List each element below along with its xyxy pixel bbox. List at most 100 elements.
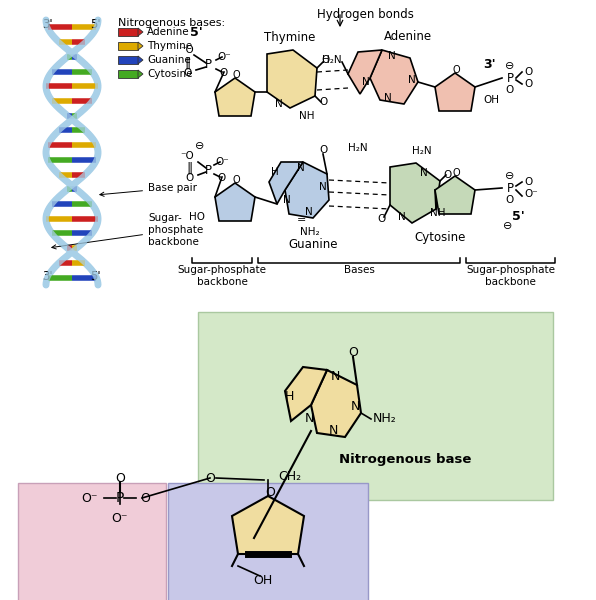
Text: Cytosine: Cytosine [414, 230, 465, 244]
Text: P: P [204, 58, 212, 71]
Polygon shape [138, 42, 143, 50]
Text: ⁻O: ⁻O [180, 151, 194, 161]
Text: O⁻: O⁻ [215, 157, 229, 167]
Bar [118, 42, 138, 50]
Polygon shape [267, 50, 317, 108]
Text: O: O [452, 168, 460, 178]
Text: 3': 3' [483, 58, 496, 71]
Text: N: N [330, 370, 340, 383]
Text: O: O [321, 55, 329, 65]
Text: N: N [388, 51, 396, 61]
Text: Adenine: Adenine [147, 27, 190, 37]
Text: P: P [507, 71, 514, 85]
Text: O: O [186, 173, 194, 183]
Text: O: O [140, 491, 150, 505]
Text: NH: NH [430, 208, 446, 218]
Text: Sugar-phosphate
backbone: Sugar-phosphate backbone [466, 265, 555, 287]
FancyBboxPatch shape [198, 312, 553, 500]
Text: P: P [507, 181, 514, 194]
Text: NH₂: NH₂ [300, 227, 320, 237]
Text: H₂N: H₂N [348, 143, 368, 153]
Text: O⁻: O⁻ [82, 491, 98, 505]
Text: O: O [506, 195, 514, 205]
FancyBboxPatch shape [18, 483, 166, 600]
Text: OH: OH [483, 95, 499, 105]
Text: ⁻O: ⁻O [180, 45, 194, 55]
Text: Thymine: Thymine [264, 31, 316, 43]
Text: O: O [319, 145, 327, 155]
Text: 5': 5' [190, 26, 203, 40]
Text: ⊖: ⊖ [505, 61, 515, 71]
Text: O: O [524, 177, 532, 187]
Text: N: N [420, 168, 428, 178]
Text: H: H [271, 167, 279, 177]
Text: 5': 5' [89, 270, 100, 283]
Text: 5': 5' [511, 209, 524, 223]
FancyBboxPatch shape [168, 483, 368, 600]
Text: Bases: Bases [343, 265, 374, 275]
Bar [118, 28, 138, 36]
Text: O: O [524, 67, 532, 77]
Text: Guanine: Guanine [147, 55, 191, 65]
Polygon shape [138, 56, 143, 64]
Text: Thymine: Thymine [147, 41, 192, 51]
Text: Base pair: Base pair [100, 183, 197, 196]
Polygon shape [311, 370, 361, 437]
Text: O: O [378, 214, 386, 224]
Polygon shape [232, 496, 304, 554]
Text: Sugar-phosphate
backbone: Sugar-phosphate backbone [178, 265, 266, 287]
Polygon shape [138, 70, 143, 78]
Text: 5': 5' [89, 18, 100, 31]
Text: Guanine: Guanine [288, 238, 338, 251]
Text: O: O [218, 173, 226, 183]
Text: 3': 3' [42, 18, 52, 31]
Text: O⁻: O⁻ [524, 189, 538, 199]
Text: P: P [116, 491, 124, 505]
Polygon shape [390, 163, 440, 223]
Text: O: O [444, 170, 452, 180]
Bar [118, 70, 138, 78]
Text: O: O [348, 346, 358, 359]
Text: O: O [265, 485, 275, 499]
Text: HO: HO [189, 212, 205, 222]
Text: ⊖: ⊖ [505, 171, 515, 181]
Polygon shape [285, 162, 329, 218]
Text: ⊖: ⊖ [503, 221, 513, 231]
Polygon shape [370, 50, 418, 104]
Text: Nitrogenous base: Nitrogenous base [339, 454, 471, 467]
Text: O: O [524, 79, 532, 89]
Text: Nitrogenous bases:: Nitrogenous bases: [118, 18, 225, 28]
Text: CH₂: CH₂ [278, 469, 301, 482]
Text: N: N [275, 99, 283, 109]
Polygon shape [435, 73, 475, 111]
Text: O⁻: O⁻ [217, 52, 231, 62]
Text: N: N [384, 93, 392, 103]
Polygon shape [269, 162, 303, 204]
Text: O: O [115, 472, 125, 485]
Text: N: N [362, 77, 370, 87]
Text: N: N [297, 163, 305, 173]
Text: O: O [205, 472, 215, 485]
Polygon shape [435, 176, 475, 214]
Text: O: O [184, 68, 192, 78]
Text: N: N [350, 401, 360, 413]
Text: N: N [283, 195, 291, 205]
Text: ⊖: ⊖ [195, 141, 204, 151]
Text: =: = [296, 215, 306, 225]
Polygon shape [215, 78, 255, 116]
Text: N: N [319, 182, 327, 192]
Text: Hydrogen bonds: Hydrogen bonds [316, 8, 414, 21]
Text: P: P [204, 163, 212, 176]
Text: O: O [506, 85, 514, 95]
Text: ‖: ‖ [187, 161, 193, 175]
Text: Adenine: Adenine [384, 29, 432, 43]
Text: O: O [452, 65, 460, 75]
Text: N: N [305, 413, 313, 425]
Polygon shape [285, 367, 327, 421]
Text: O: O [220, 68, 228, 78]
Text: H₂N: H₂N [322, 55, 342, 65]
Text: H: H [284, 391, 294, 403]
Text: Sugar-
phosphate
backbone: Sugar- phosphate backbone [52, 214, 203, 249]
Polygon shape [138, 28, 143, 36]
Text: OH: OH [253, 574, 272, 587]
